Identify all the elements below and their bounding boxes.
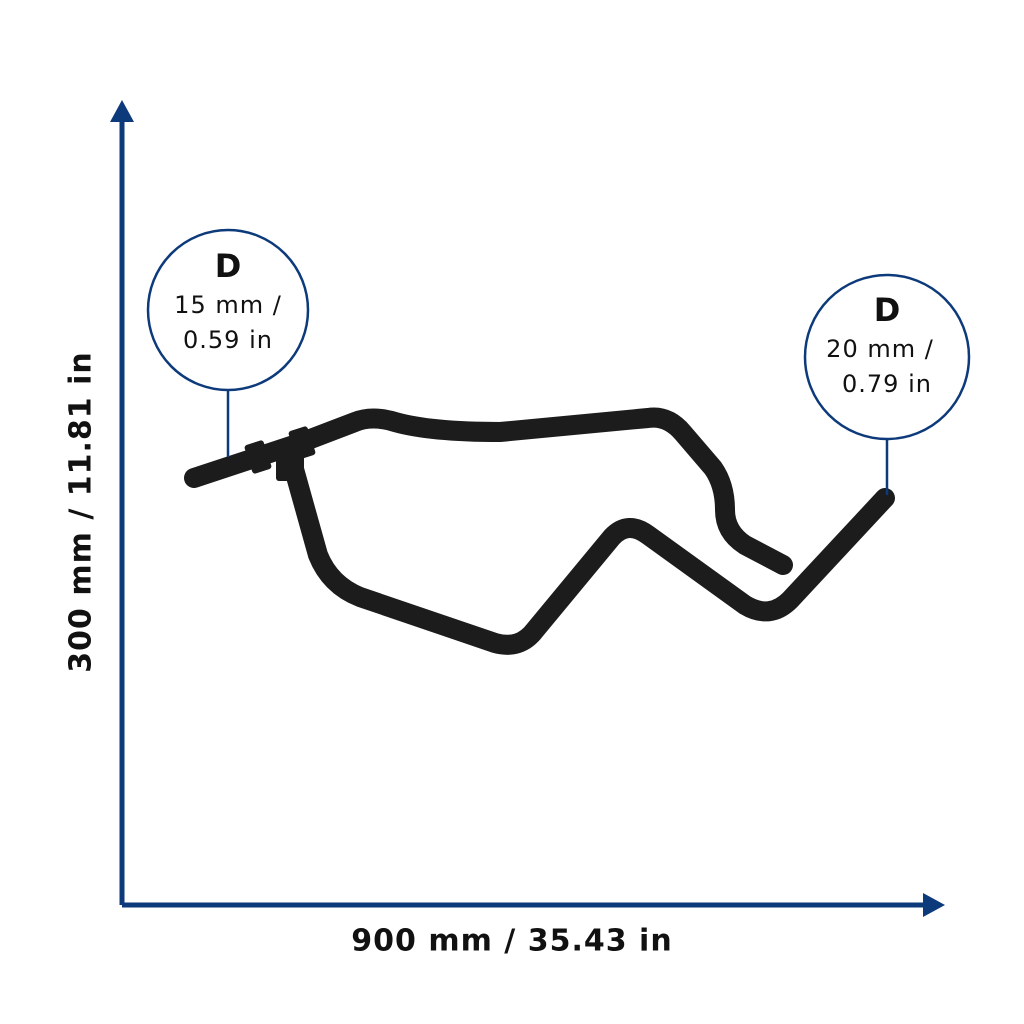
callout-circle (803, 273, 971, 441)
tee (276, 455, 304, 481)
x-arrow (923, 893, 945, 917)
callout-circle (146, 228, 310, 392)
clamp (244, 440, 272, 474)
height-label: 300 mm / 11.81 in (64, 351, 99, 672)
hose-lower (282, 452, 895, 655)
callout-text: 20 mm / (826, 335, 934, 363)
y-arrow (110, 100, 134, 122)
clamp (288, 426, 316, 460)
hose-upper (184, 407, 793, 575)
callout-text: 0.79 in (842, 370, 932, 398)
hose (184, 407, 895, 655)
width-label: 900 mm / 35.43 in (351, 924, 672, 959)
callout-label: D (215, 247, 242, 285)
callout-text: 15 mm / (174, 291, 282, 319)
callout-label: D (874, 291, 901, 329)
callout-text: 0.59 in (183, 326, 273, 354)
